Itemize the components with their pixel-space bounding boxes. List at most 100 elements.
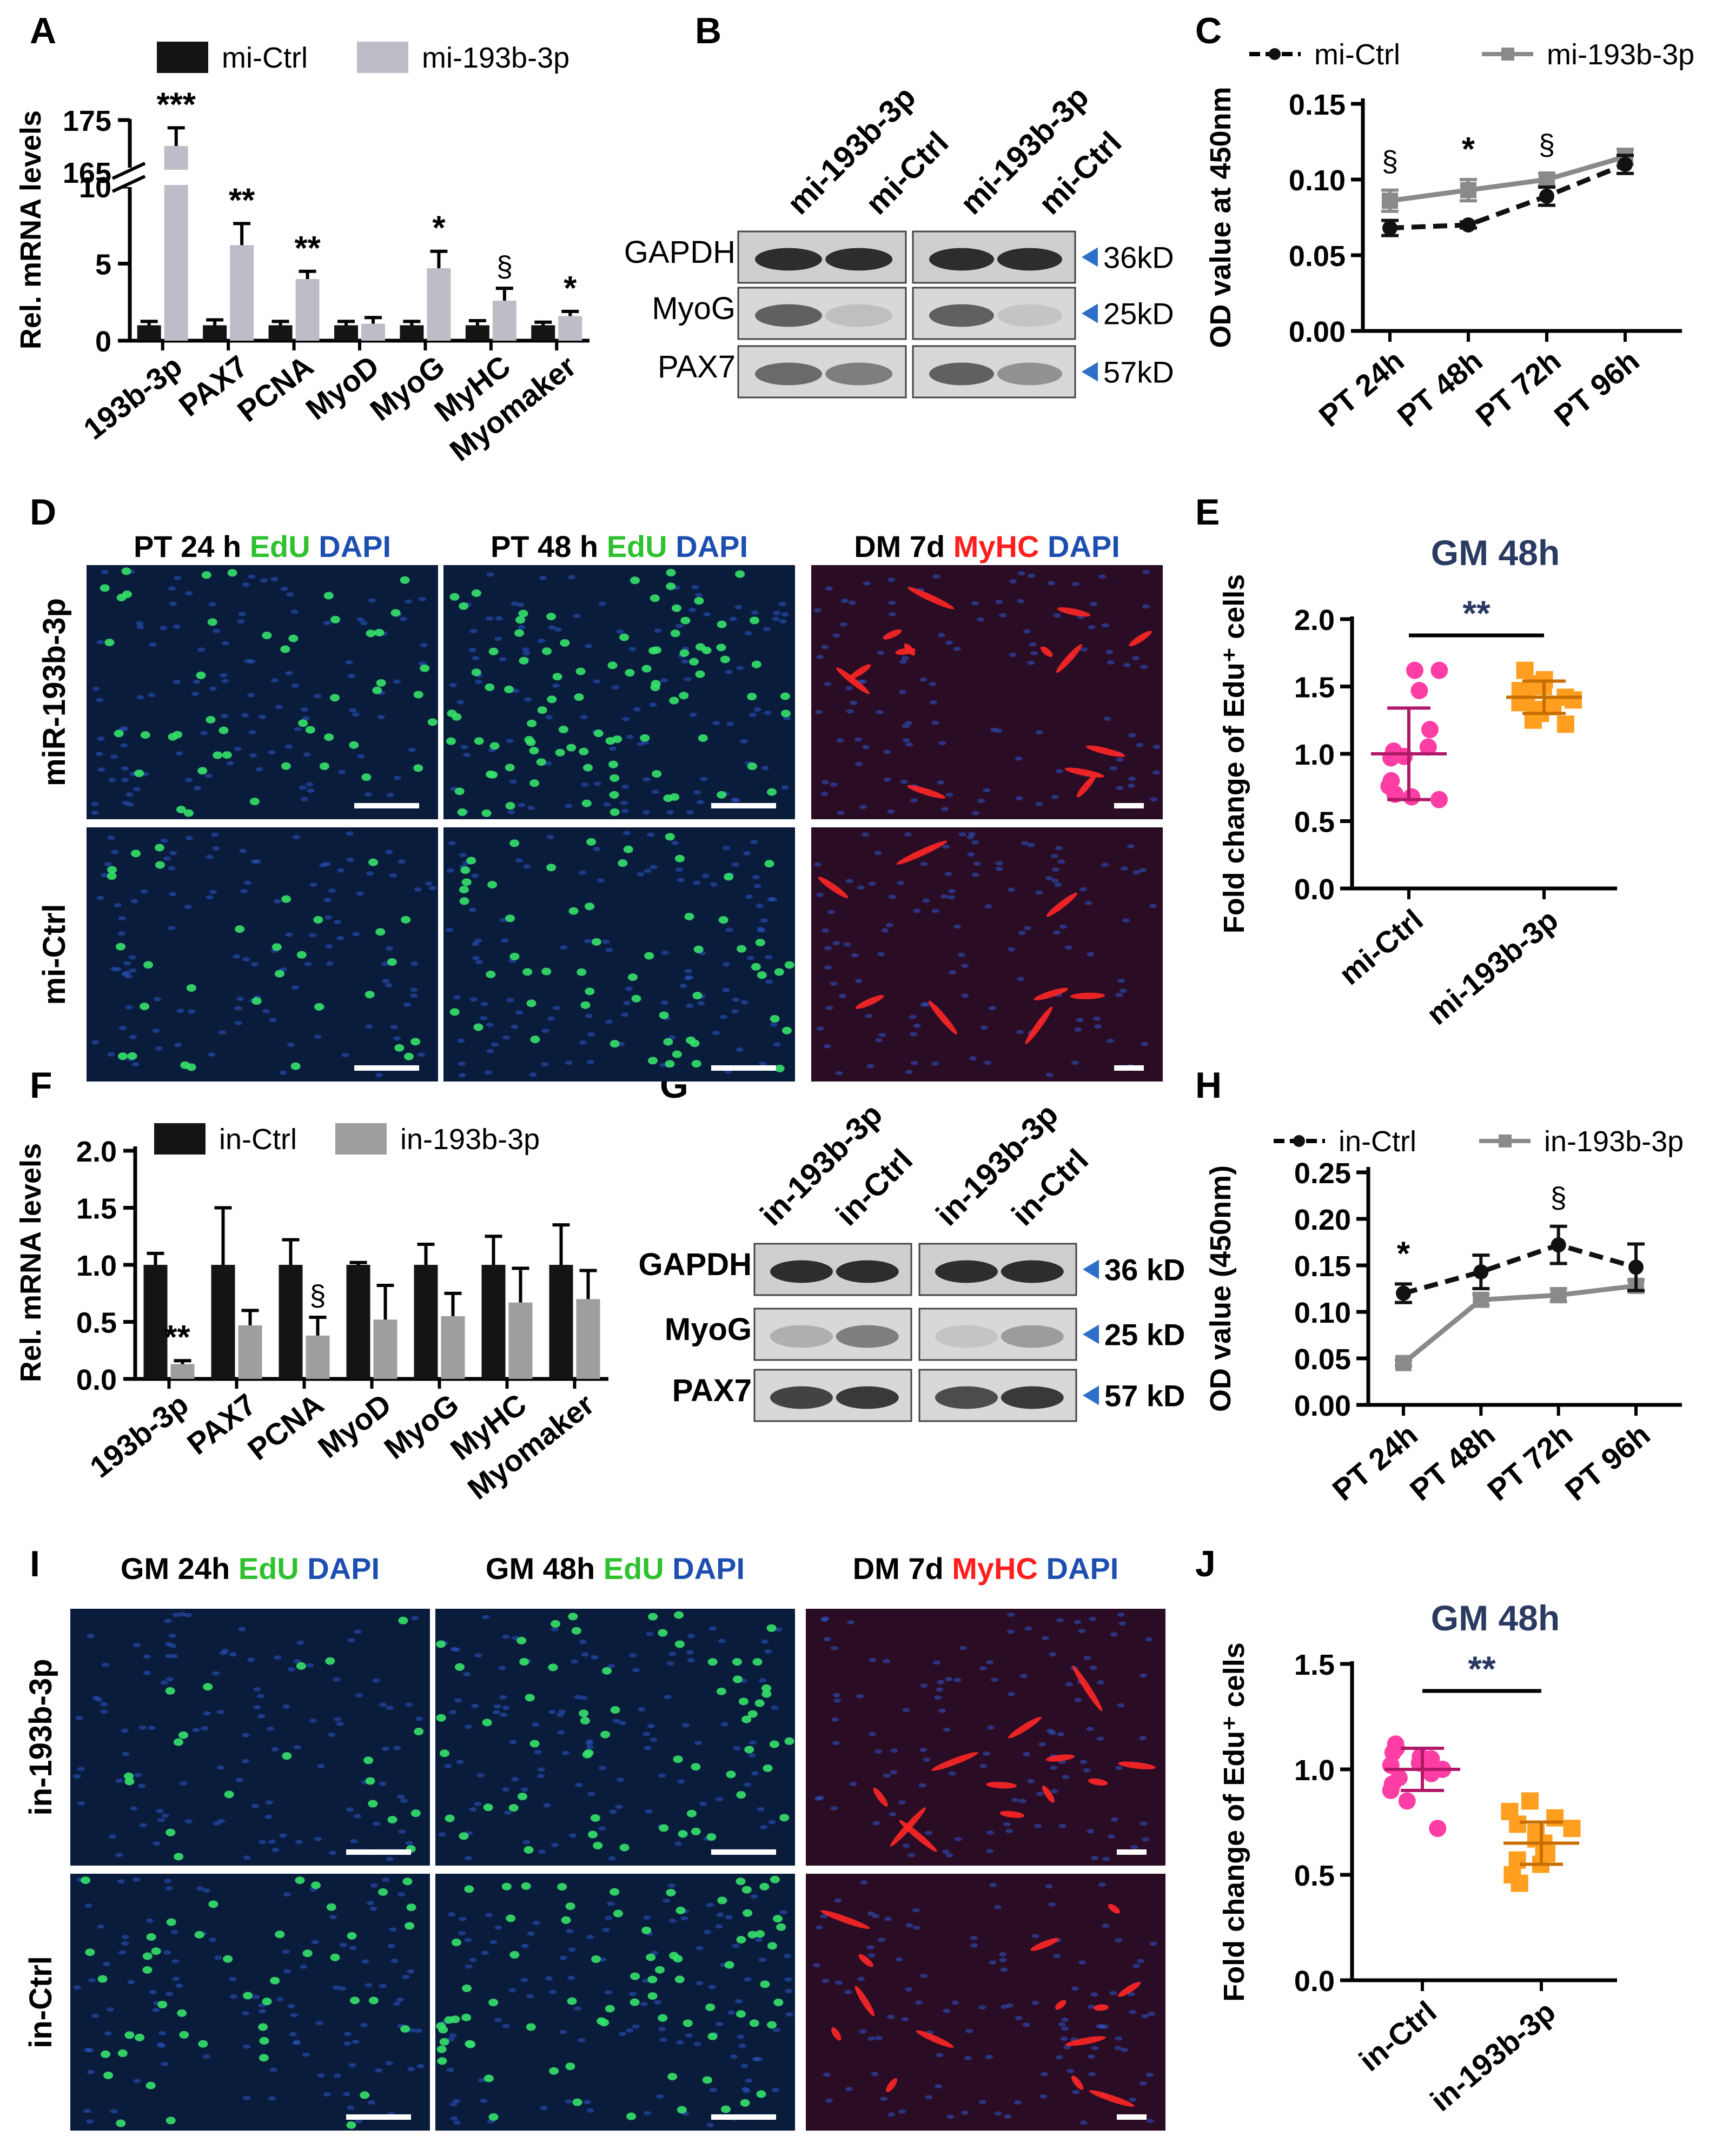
dapi-nucleus	[1046, 1728, 1055, 1733]
dapi-nucleus	[465, 1724, 473, 1729]
dapi-nucleus	[854, 979, 863, 984]
edu-nucleus	[752, 1658, 763, 1666]
dapi-nucleus	[887, 2112, 896, 2117]
dapi-nucleus	[287, 2004, 295, 2009]
dapi-nucleus	[1145, 1637, 1153, 1642]
bar-mi-193b-3p	[427, 268, 451, 341]
dapi-nucleus	[220, 673, 228, 678]
edu-nucleus	[751, 963, 761, 971]
dapi-nucleus	[752, 875, 760, 880]
dapi-nucleus	[212, 846, 220, 851]
edu-nucleus	[471, 589, 481, 597]
edu-nucleus	[505, 764, 515, 772]
dapi-nucleus	[355, 2119, 363, 2124]
dapi-nucleus	[393, 775, 401, 780]
dapi-nucleus	[240, 889, 248, 894]
edu-nucleus	[720, 655, 730, 664]
y-tick-label: 1.0	[1294, 1754, 1335, 1787]
dapi-nucleus	[830, 1646, 838, 1650]
edu-nucleus	[330, 694, 340, 702]
dapi-nucleus	[290, 2013, 298, 2018]
dapi-nucleus	[593, 781, 601, 786]
myotube	[836, 667, 870, 694]
dapi-nucleus	[1089, 1616, 1097, 1621]
dapi-nucleus	[315, 2021, 323, 2026]
edu-nucleus	[374, 628, 385, 636]
dapi-nucleus	[784, 1977, 792, 1982]
edu-nucleus	[717, 1896, 727, 1905]
y-tick-label: 0.00	[1289, 316, 1346, 348]
edu-nucleus	[619, 1843, 630, 1852]
dapi-nucleus	[1074, 1697, 1082, 1702]
edu-nucleus	[587, 1830, 598, 1839]
edu-nucleus	[597, 2017, 607, 2025]
dapi-nucleus	[121, 1935, 129, 1940]
dapi-nucleus	[243, 2095, 251, 2100]
dapi-nucleus	[662, 1898, 670, 1903]
edu-nucleus	[747, 762, 757, 771]
dapi-nucleus	[989, 1882, 997, 1887]
dapi-nucleus	[1048, 1902, 1056, 1907]
edu-nucleus	[509, 839, 520, 847]
dapi-nucleus	[1017, 571, 1025, 576]
blot-strip-border	[918, 1308, 1077, 1361]
edu-nucleus	[754, 1699, 765, 1707]
dapi-nucleus	[605, 1019, 613, 1024]
dapi-nucleus	[476, 1773, 485, 1777]
edu-nucleus	[666, 1889, 676, 1897]
dapi-nucleus	[136, 621, 144, 626]
dapi-nucleus	[905, 742, 913, 747]
dapi-nucleus	[845, 2087, 853, 2092]
dapi-nucleus	[521, 647, 529, 652]
dapi-nucleus	[386, 1706, 394, 1710]
edu-nucleus	[436, 2045, 447, 2053]
edu-nucleus	[671, 604, 681, 612]
dapi-nucleus	[913, 908, 921, 913]
edu-nucleus	[135, 2033, 145, 2041]
dapi-nucleus	[1118, 1621, 1127, 1626]
myotube	[907, 785, 946, 799]
dapi-nucleus	[202, 2054, 210, 2059]
header-segment: DAPI	[672, 1551, 745, 1586]
dapi-nucleus	[101, 1662, 109, 1667]
protein-band	[935, 1325, 998, 1348]
protein-band	[836, 1260, 899, 1283]
dapi-nucleus	[100, 1709, 108, 1714]
scale-bar	[1114, 803, 1144, 808]
bar-mi-Ctrl	[137, 325, 161, 341]
dapi-nucleus	[453, 995, 461, 1000]
dapi-nucleus	[481, 1615, 489, 1620]
dapi-nucleus	[234, 746, 242, 751]
y-tick-label: 0.15	[1294, 1250, 1351, 1283]
edu-nucleus	[361, 773, 372, 781]
dapi-nucleus	[242, 957, 250, 962]
dapi-nucleus	[1114, 2046, 1122, 2051]
dapi-nucleus	[291, 985, 299, 990]
dapi-nucleus	[393, 1036, 401, 1041]
edu-nucleus	[784, 961, 794, 969]
dapi-nucleus	[168, 926, 176, 931]
dapi-nucleus	[387, 1943, 395, 1948]
protein-label: GAPDH	[624, 235, 736, 270]
dapi-nucleus	[168, 586, 176, 591]
edu-nucleus	[505, 802, 515, 810]
dapi-nucleus	[296, 1640, 304, 1645]
dapi-nucleus	[933, 1695, 942, 1700]
dapi-nucleus	[203, 1711, 211, 1716]
dapi-nucleus	[309, 883, 317, 887]
edu-nucleus	[324, 733, 334, 741]
band-arrow-icon	[1083, 1385, 1099, 1405]
y-tick-label: 0.10	[1294, 1297, 1351, 1329]
dapi-nucleus	[1065, 945, 1073, 950]
panel-letter-E: E	[1195, 492, 1220, 533]
dapi-nucleus	[279, 1833, 287, 1838]
dapi-nucleus	[446, 2067, 454, 2072]
dapi-nucleus	[1117, 978, 1125, 983]
dapi-nucleus	[360, 621, 368, 626]
band-arrow-icon	[1082, 303, 1098, 323]
dapi-nucleus	[270, 678, 279, 683]
dapi-nucleus	[754, 1938, 763, 1942]
dapi-nucleus	[361, 1959, 369, 1964]
edu-nucleus	[107, 872, 117, 880]
dapi-nucleus	[1045, 1884, 1053, 1889]
